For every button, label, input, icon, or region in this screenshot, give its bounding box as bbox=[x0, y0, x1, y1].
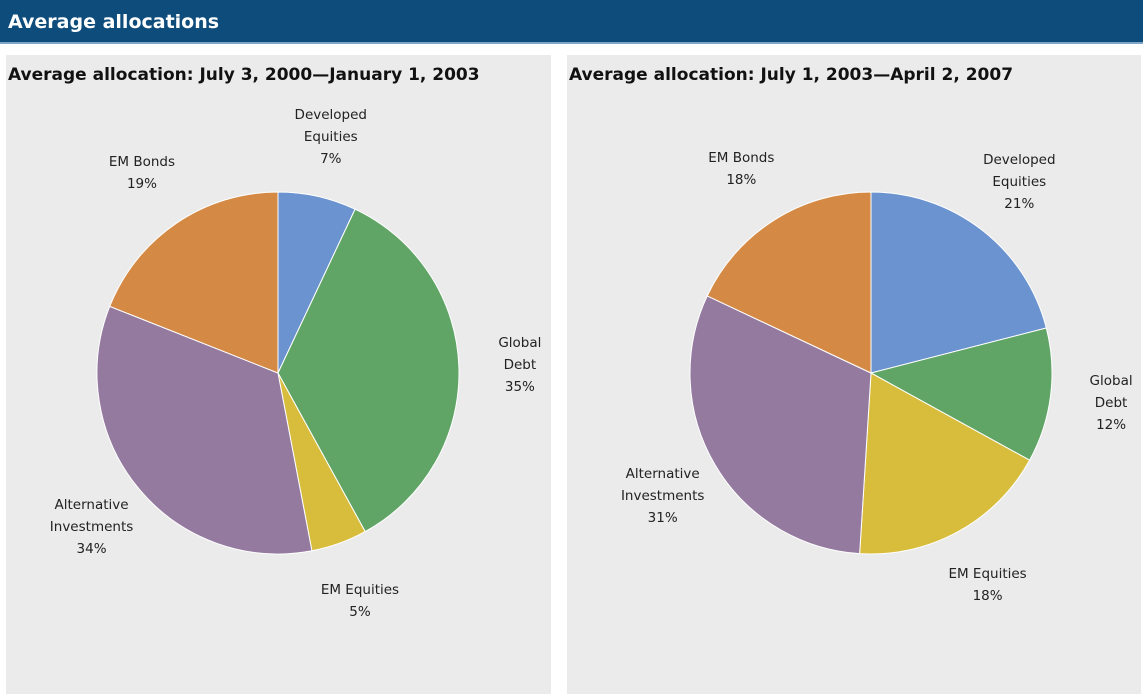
value-label: 18% bbox=[726, 171, 757, 188]
category-label: Developed Equities bbox=[294, 106, 367, 145]
value-label: 5% bbox=[349, 603, 371, 620]
chart-title: Average allocation: July 3, 2000—January… bbox=[8, 65, 480, 85]
slice-label: EM Equities 5% bbox=[321, 579, 399, 623]
value-label: 35% bbox=[504, 379, 535, 396]
slice-label: Global Debt 12% bbox=[1090, 370, 1133, 436]
pie-slice bbox=[277, 208, 460, 533]
category-label: EM Equities bbox=[948, 566, 1027, 583]
value-label: 19% bbox=[126, 175, 157, 192]
category-label: Alternative Investments bbox=[620, 466, 705, 505]
pie-slice bbox=[109, 191, 279, 374]
value-label: 18% bbox=[972, 588, 1003, 605]
slice-label: EM Bonds 19% bbox=[109, 151, 175, 195]
value-label: 21% bbox=[1004, 195, 1035, 212]
category-label: Developed Equities bbox=[983, 151, 1056, 190]
pie-slice bbox=[706, 191, 872, 374]
chart-panel: Average allocation: July 1, 2003—April 2… bbox=[567, 55, 1141, 694]
pie-slice bbox=[869, 327, 1053, 461]
slice-label: Developed Equities 7% bbox=[281, 104, 381, 170]
header-title: Average allocations bbox=[0, 0, 1143, 44]
value-label: 34% bbox=[76, 541, 107, 558]
value-label: 12% bbox=[1096, 417, 1127, 434]
category-label: Alternative Investments bbox=[49, 497, 134, 536]
chart bbox=[96, 191, 460, 555]
slice-label: Alternative Investments 31% bbox=[613, 463, 713, 529]
slice-label: Developed Equities 21% bbox=[969, 149, 1069, 215]
category-label: Global Debt bbox=[1089, 373, 1133, 412]
slice-label: EM Equities 18% bbox=[948, 563, 1026, 607]
value-label: 31% bbox=[647, 510, 678, 527]
chart bbox=[689, 191, 1053, 555]
slice-label: Global Debt 35% bbox=[498, 332, 541, 398]
pie-slice bbox=[689, 295, 872, 555]
category-label: EM Bonds bbox=[708, 149, 775, 166]
slice-label: EM Bonds 18% bbox=[708, 147, 774, 191]
category-label: EM Bonds bbox=[108, 153, 176, 170]
value-label: 7% bbox=[320, 150, 342, 167]
chart-title: Average allocation: July 1, 2003—April 2… bbox=[569, 65, 1014, 85]
chart-panel: Average allocation: July 3, 2000—January… bbox=[6, 55, 551, 694]
category-label: EM Equities bbox=[320, 581, 400, 598]
pie-slice bbox=[859, 372, 1031, 555]
pie-slice bbox=[870, 191, 1047, 374]
slice-label: Alternative Investments 34% bbox=[42, 494, 142, 560]
category-label: Global Debt bbox=[498, 335, 542, 374]
pie-slice bbox=[96, 305, 313, 555]
